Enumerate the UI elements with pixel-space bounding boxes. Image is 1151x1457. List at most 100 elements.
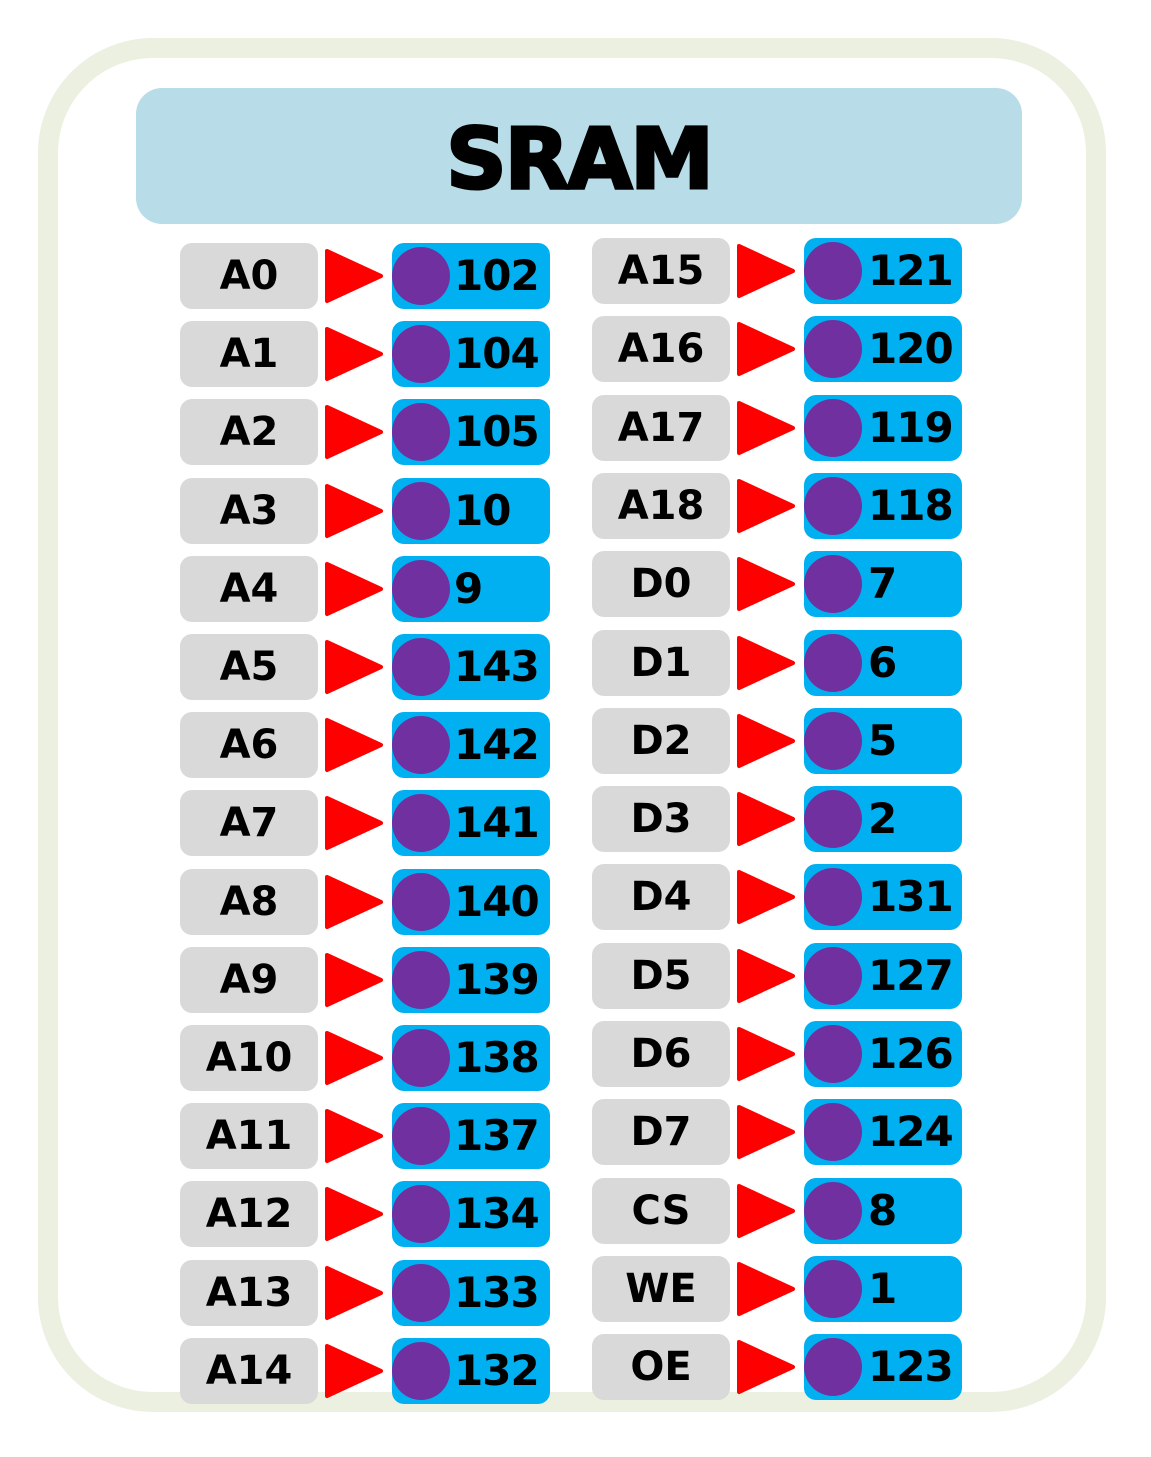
pin-number-box: 124 (804, 1099, 962, 1165)
pin-number: 133 (454, 1268, 540, 1317)
pin-label-box: WE (592, 1256, 730, 1322)
pin-label-box: A18 (592, 473, 730, 539)
purple-circle-icon (804, 1338, 862, 1396)
pin-number: 137 (454, 1111, 540, 1160)
pin-number-box: 9 (392, 556, 550, 622)
pin-label: A6 (219, 722, 279, 768)
red-triangle-arrow-icon (324, 326, 384, 382)
pin-number-box: 10 (392, 478, 550, 544)
pin-label-box: A1 (180, 321, 318, 387)
pin-label-box: A7 (180, 790, 318, 856)
pin-number: 142 (454, 720, 540, 769)
purple-circle-icon (392, 560, 450, 618)
pin-number-box: 134 (392, 1181, 550, 1247)
pin-number-box: 104 (392, 321, 550, 387)
pin-label-box: D7 (592, 1099, 730, 1165)
pin-label: D6 (630, 1031, 692, 1077)
pin-row: D0 7 (592, 551, 962, 617)
pin-label: D5 (630, 953, 692, 999)
pin-row: A7 141 (180, 790, 550, 856)
pin-number: 1 (868, 1264, 897, 1313)
pin-label-box: A13 (180, 1260, 318, 1326)
pin-number-box: 139 (392, 947, 550, 1013)
red-triangle-arrow-icon (324, 404, 384, 460)
pin-number: 119 (868, 403, 954, 452)
purple-circle-icon (392, 716, 450, 774)
purple-circle-icon (392, 1185, 450, 1243)
pin-row: A1 104 (180, 321, 550, 387)
red-triangle-arrow-icon (736, 1026, 796, 1082)
pin-label: A0 (219, 253, 279, 299)
pin-number-box: 7 (804, 551, 962, 617)
pin-label: A1 (219, 331, 279, 377)
pin-number: 134 (454, 1189, 540, 1238)
red-triangle-arrow-icon (324, 639, 384, 695)
pin-label-box: CS (592, 1178, 730, 1244)
pin-label: A14 (205, 1348, 293, 1394)
purple-circle-icon (392, 638, 450, 696)
red-triangle-arrow-icon (736, 713, 796, 769)
pin-label: CS (631, 1188, 691, 1234)
red-triangle-arrow-icon (736, 635, 796, 691)
pin-number: 10 (454, 486, 511, 535)
pin-number-box: 142 (392, 712, 550, 778)
pin-number: 104 (454, 329, 540, 378)
purple-circle-icon (392, 1264, 450, 1322)
purple-circle-icon (804, 1260, 862, 1318)
pin-label-box: D6 (592, 1021, 730, 1087)
purple-circle-icon (392, 482, 450, 540)
purple-circle-icon (804, 712, 862, 770)
pin-number: 5 (868, 716, 897, 765)
pin-number-box: 102 (392, 243, 550, 309)
title-bar: SRAM (136, 88, 1022, 224)
pin-number: 131 (868, 872, 954, 921)
pin-row: D7 124 (592, 1099, 962, 1165)
pin-number: 124 (868, 1107, 954, 1156)
pin-number-box: 127 (804, 943, 962, 1009)
pin-label: A2 (219, 409, 279, 455)
pin-label: A11 (205, 1113, 293, 1159)
pin-label: D4 (630, 874, 692, 920)
red-triangle-arrow-icon (736, 1261, 796, 1317)
pin-label-box: D0 (592, 551, 730, 617)
pin-number-box: 141 (392, 790, 550, 856)
purple-circle-icon (392, 403, 450, 461)
pin-row: A13 133 (180, 1260, 550, 1326)
pin-number: 123 (868, 1342, 954, 1391)
pin-label-box: D4 (592, 864, 730, 930)
pin-number: 102 (454, 251, 540, 300)
purple-circle-icon (804, 790, 862, 848)
purple-circle-icon (804, 477, 862, 535)
pin-number-box: 132 (392, 1338, 550, 1404)
pin-label-box: A8 (180, 869, 318, 935)
red-triangle-arrow-icon (324, 1265, 384, 1321)
pin-label: A12 (205, 1191, 293, 1237)
red-triangle-arrow-icon (324, 561, 384, 617)
pin-number-box: 120 (804, 316, 962, 382)
red-triangle-arrow-icon (324, 717, 384, 773)
pin-number: 8 (868, 1186, 897, 1235)
pin-number: 140 (454, 877, 540, 926)
pin-number-box: 137 (392, 1103, 550, 1169)
page-title: SRAM (445, 110, 716, 208)
pin-label-box: D3 (592, 786, 730, 852)
red-triangle-arrow-icon (736, 948, 796, 1004)
pin-label: OE (630, 1344, 692, 1390)
purple-circle-icon (804, 242, 862, 300)
pin-label-box: A17 (592, 395, 730, 461)
pin-label-box: A12 (180, 1181, 318, 1247)
pin-label: WE (625, 1266, 697, 1312)
pin-number-box: 131 (804, 864, 962, 930)
pin-number: 7 (868, 559, 897, 608)
pin-row: A3 10 (180, 478, 550, 544)
pin-row: A4 9 (180, 556, 550, 622)
pin-row: A2 105 (180, 399, 550, 465)
purple-circle-icon (392, 325, 450, 383)
pin-label: D1 (630, 640, 692, 686)
purple-circle-icon (804, 947, 862, 1005)
pin-row: OE 123 (592, 1334, 962, 1400)
purple-circle-icon (804, 320, 862, 378)
pin-label-box: A6 (180, 712, 318, 778)
pin-row: D2 5 (592, 708, 962, 774)
pin-label: A16 (617, 326, 705, 372)
